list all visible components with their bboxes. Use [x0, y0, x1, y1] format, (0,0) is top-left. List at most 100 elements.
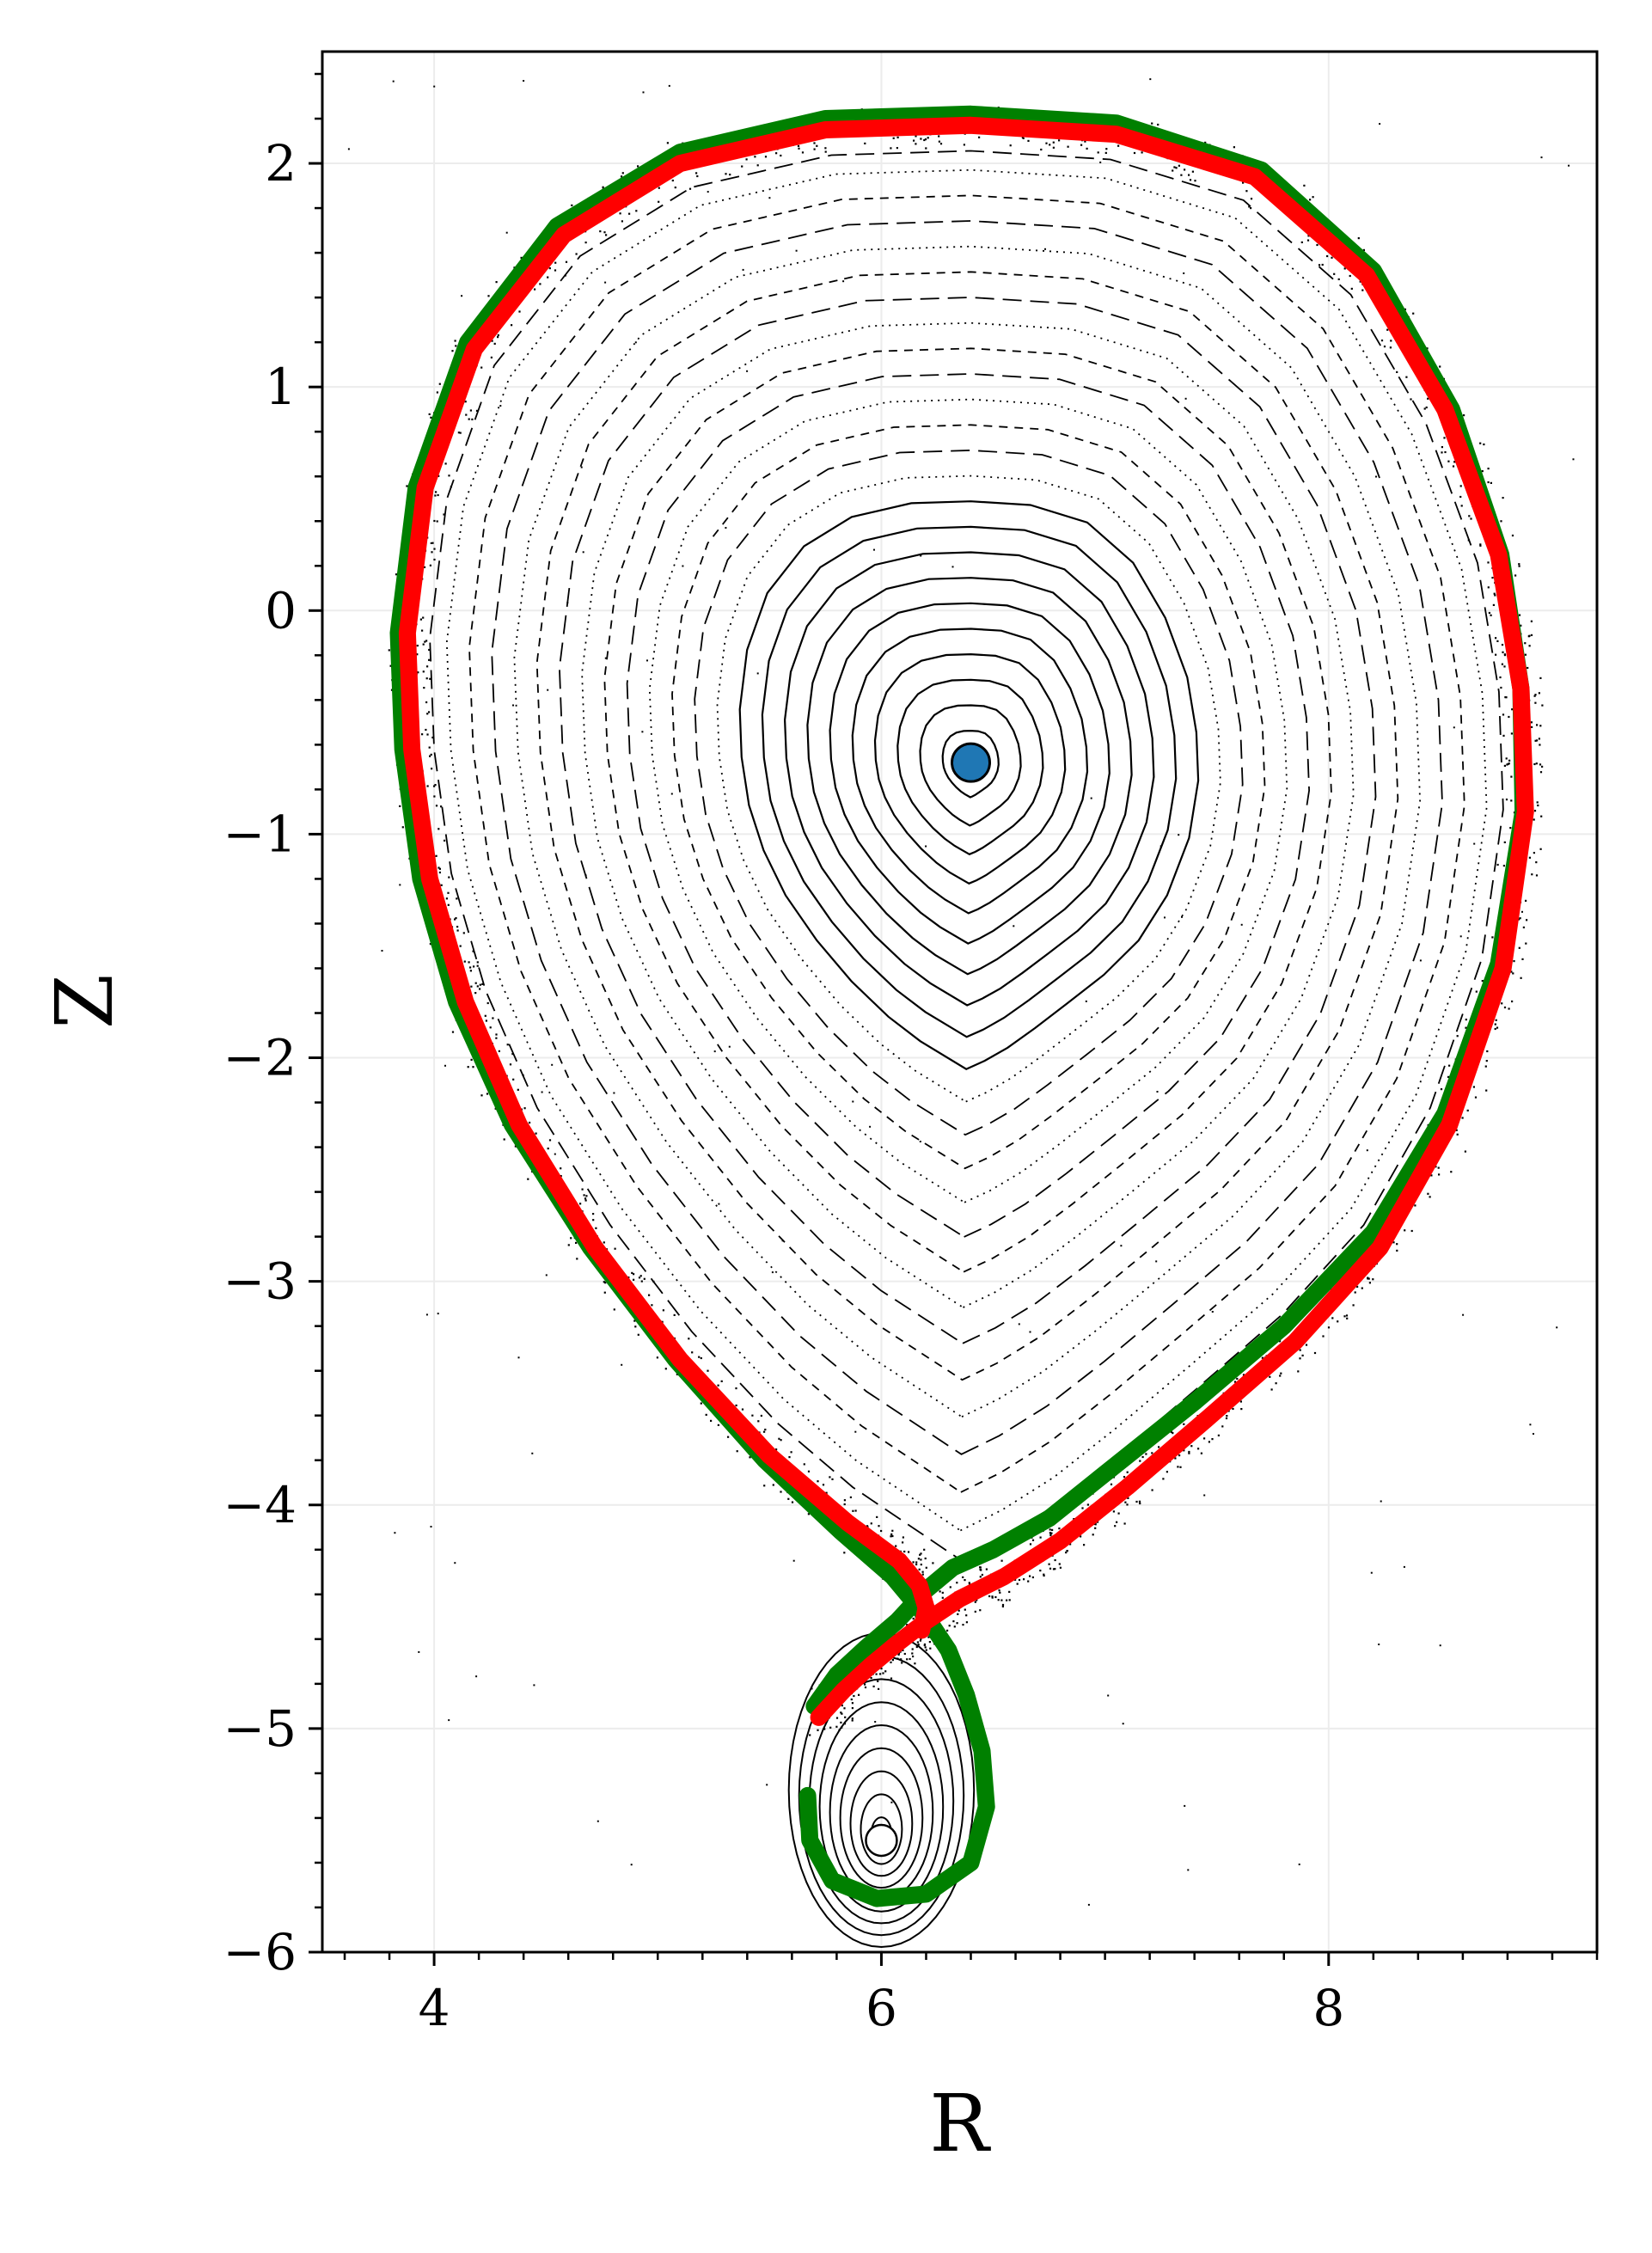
stochastic-point: [760, 1414, 762, 1417]
stochastic-point: [902, 1541, 904, 1544]
stochastic-point: [575, 253, 578, 255]
stochastic-point: [751, 1414, 754, 1417]
stochastic-point: [811, 1687, 813, 1690]
stochastic-point: [816, 144, 818, 147]
stray-point: [874, 1721, 877, 1723]
stochastic-point: [938, 140, 940, 143]
stray-point: [1453, 726, 1455, 729]
stochastic-point: [1499, 676, 1502, 679]
stochastic-point: [903, 1652, 906, 1656]
stochastic-point: [435, 805, 438, 807]
magnetic-axis-marker: [951, 742, 992, 783]
stochastic-point: [1094, 1527, 1097, 1529]
stochastic-point: [1479, 442, 1482, 444]
stochastic-point: [1459, 485, 1462, 487]
stray-point: [1375, 475, 1377, 478]
stochastic-point: [1456, 1133, 1459, 1136]
stochastic-point: [1396, 1243, 1398, 1246]
stochastic-point: [896, 136, 899, 138]
y-tick-labels: 2 1 0 −1 −2 −3 −4 −5 −6: [223, 134, 297, 1981]
stochastic-point: [880, 1529, 883, 1533]
stochastic-point: [780, 1491, 782, 1493]
stochastic-point: [456, 929, 459, 932]
stochastic-point: [851, 1719, 854, 1722]
stochastic-point: [976, 1599, 978, 1601]
stochastic-point: [451, 350, 454, 352]
stochastic-point: [745, 158, 748, 161]
stochastic-point: [438, 871, 441, 874]
stochastic-point: [428, 711, 431, 713]
stochastic-point: [1465, 1026, 1467, 1029]
stochastic-point: [1052, 141, 1055, 144]
stochastic-point: [603, 1241, 605, 1244]
stochastic-point: [450, 486, 452, 488]
stochastic-point: [1297, 1370, 1300, 1373]
stochastic-point: [445, 897, 448, 900]
stochastic-point: [691, 1351, 694, 1354]
stray-point: [566, 602, 569, 604]
stochastic-point: [1048, 1563, 1050, 1565]
stochastic-point: [1040, 148, 1043, 151]
stochastic-point: [1172, 1432, 1174, 1435]
stochastic-point: [735, 1387, 737, 1390]
stochastic-point: [912, 1561, 915, 1564]
stochastic-point: [486, 1001, 489, 1005]
stochastic-point: [879, 1673, 882, 1675]
stochastic-point: [1245, 190, 1248, 193]
stochastic-point: [1372, 1278, 1374, 1281]
stochastic-point: [1139, 1502, 1141, 1505]
stray-point: [1122, 1723, 1124, 1725]
stochastic-point: [1180, 174, 1183, 176]
stochastic-point: [974, 1601, 976, 1603]
stochastic-point: [431, 736, 434, 739]
stochastic-point: [852, 1509, 854, 1512]
stochastic-point: [468, 961, 470, 964]
stochastic-point: [1190, 1445, 1193, 1448]
stochastic-point: [1092, 1534, 1094, 1536]
stochastic-point: [426, 665, 429, 668]
stochastic-point: [838, 1729, 841, 1731]
stochastic-point: [570, 1237, 572, 1240]
stochastic-point: [584, 1197, 587, 1200]
stochastic-point: [1404, 308, 1406, 310]
stochastic-point: [917, 1644, 920, 1646]
stochastic-point: [1027, 139, 1030, 142]
stochastic-point: [1299, 1357, 1301, 1360]
stray-point: [1439, 1644, 1441, 1647]
stochastic-point: [419, 618, 422, 621]
stochastic-point: [1043, 1573, 1045, 1576]
stochastic-point: [604, 1282, 607, 1284]
stochastic-point: [1250, 198, 1253, 200]
stochastic-point: [1135, 1500, 1138, 1503]
stochastic-point: [1510, 732, 1513, 735]
stochastic-point: [1052, 1568, 1055, 1570]
stray-point: [551, 1063, 554, 1066]
stray-point: [399, 884, 401, 886]
stochastic-point: [915, 1645, 918, 1649]
stochastic-point: [1383, 346, 1386, 348]
stochastic-point: [648, 1294, 651, 1296]
stochastic-point: [1514, 574, 1517, 577]
stochastic-point: [807, 1513, 810, 1515]
stochastic-point: [1001, 1603, 1005, 1607]
stochastic-point: [877, 1680, 879, 1682]
stochastic-point: [486, 1093, 489, 1095]
stochastic-point: [901, 1662, 903, 1664]
stochastic-point: [443, 513, 445, 516]
stochastic-point: [444, 839, 446, 842]
stochastic-point: [1058, 1528, 1061, 1530]
stochastic-point: [909, 1657, 911, 1661]
stochastic-point: [1000, 1559, 1003, 1562]
stochastic-point: [571, 204, 573, 206]
stochastic-point: [875, 1673, 878, 1675]
stochastic-point: [707, 1369, 709, 1372]
stochastic-point: [634, 1325, 637, 1328]
stochastic-point: [1354, 1291, 1356, 1294]
stochastic-point: [1510, 775, 1513, 778]
stochastic-point: [560, 1167, 562, 1170]
stochastic-point: [421, 629, 424, 632]
stochastic-point: [539, 283, 541, 285]
stochastic-point: [464, 401, 467, 403]
stochastic-point: [1525, 942, 1527, 945]
stochastic-point: [440, 805, 443, 808]
